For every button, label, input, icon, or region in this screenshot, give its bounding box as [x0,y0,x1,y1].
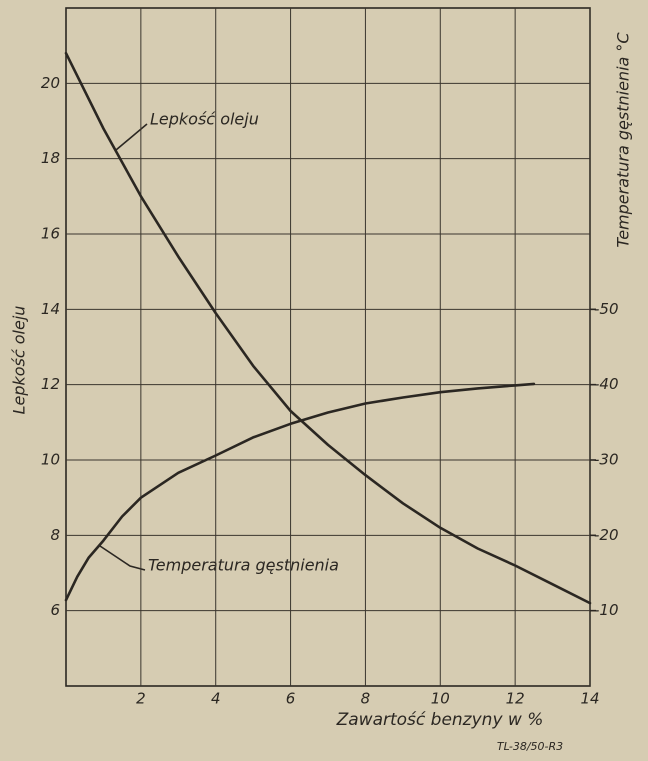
x-tick-label: 14 [580,690,599,708]
y2-tick-label: -50 [594,300,619,318]
x-tick-label: 10 [431,690,450,708]
y-tick-label: 16 [41,225,60,243]
y-tick-label: 8 [50,526,60,544]
leader-line [115,123,148,151]
y2-tick-label: -30 [594,451,619,469]
y-tick-label: 20 [41,74,60,92]
figure-code: TL-38/50-R3 [497,740,563,753]
y-tick-label: 6 [50,601,60,619]
annotation: Temperatura gęstnienia [148,556,339,575]
x-tick-label: 2 [136,690,146,708]
x-tick-label: 8 [361,690,371,708]
x-axis-label: Zawartość benzyny w % [336,710,544,730]
series-line [64,382,536,602]
x-tick-label: 4 [211,690,221,708]
y2-tick-label: -40 [594,375,619,393]
y-tick-label: 18 [41,149,60,167]
series-line [64,51,592,605]
y-tick-label: 12 [41,375,60,393]
x-tick-label: 6 [286,690,296,708]
y-tick-label: 10 [41,451,60,469]
y-axis-label: Lepkość oleju [10,306,29,415]
y2-tick-label: -10 [594,601,619,619]
y2-axis-label: Temperatura gęstnienia °C [614,32,633,248]
annotation: Lepkość oleju [150,110,259,129]
y2-tick-label: -20 [594,526,619,544]
y-tick-label: 14 [41,300,60,318]
leader-line [99,545,146,571]
x-tick-label: 12 [506,690,525,708]
